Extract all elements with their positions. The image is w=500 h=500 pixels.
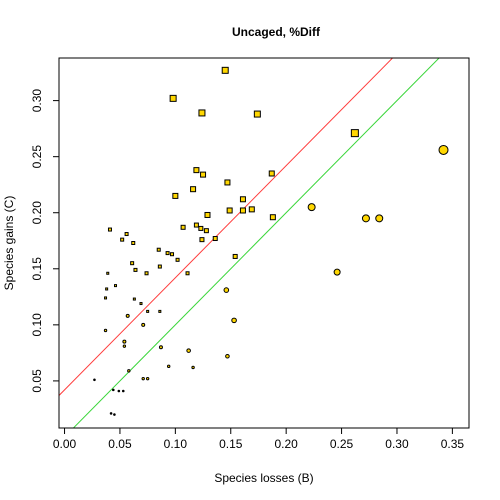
square-point bbox=[193, 222, 199, 228]
circle-point bbox=[225, 353, 230, 359]
square-point bbox=[226, 207, 233, 214]
square-point bbox=[130, 261, 135, 266]
square-point bbox=[190, 186, 197, 193]
reference-line-1 bbox=[59, 58, 394, 396]
y-axis-label: Species gains (C) bbox=[2, 196, 16, 291]
square-point bbox=[269, 214, 276, 221]
circle-point bbox=[158, 345, 163, 350]
square-point bbox=[105, 287, 109, 291]
circle-point bbox=[333, 268, 341, 276]
x-axis-label: Species losses (B) bbox=[214, 471, 313, 485]
square-point bbox=[156, 247, 161, 252]
square-point bbox=[146, 309, 150, 313]
circle-point bbox=[141, 376, 145, 381]
circle-point bbox=[93, 378, 96, 382]
square-point bbox=[239, 196, 246, 203]
square-point bbox=[198, 109, 206, 117]
y-tick-label: 0.20 bbox=[30, 201, 44, 225]
square-point bbox=[132, 297, 136, 301]
x-tick-label: 0.05 bbox=[108, 437, 132, 451]
square-point bbox=[120, 237, 125, 242]
circle-point bbox=[145, 376, 150, 381]
y-tick-label: 0.30 bbox=[30, 89, 44, 113]
y-tick-label: 0.10 bbox=[30, 313, 44, 337]
circle-point bbox=[127, 369, 131, 373]
chart-title: Uncaged, %Diff bbox=[232, 25, 321, 39]
circle-point bbox=[191, 365, 195, 370]
square-point bbox=[107, 227, 112, 232]
circle-point bbox=[103, 328, 108, 333]
x-tick-label: 0.20 bbox=[274, 437, 298, 451]
square-point bbox=[239, 207, 246, 214]
square-point bbox=[172, 192, 179, 199]
square-point bbox=[139, 302, 143, 306]
square-point bbox=[106, 271, 110, 275]
circle-point bbox=[167, 364, 171, 369]
square-point bbox=[114, 284, 118, 288]
y-tick-label: 0.15 bbox=[30, 257, 44, 281]
square-point bbox=[199, 237, 205, 243]
y-tick-label: 0.05 bbox=[30, 369, 44, 393]
square-point bbox=[198, 225, 204, 231]
square-point bbox=[175, 257, 180, 262]
x-tick-label: 0.00 bbox=[53, 437, 77, 451]
square-point bbox=[104, 296, 108, 300]
y-axis: 0.05 0.10 0.15 0.20 0.25 0.30 bbox=[30, 89, 60, 393]
x-axis: 0.00 0.05 0.10 0.15 0.20 0.25 0.30 0.35 bbox=[53, 427, 465, 451]
square-point bbox=[144, 271, 149, 276]
plot-frame bbox=[58, 57, 470, 429]
square-point bbox=[268, 170, 275, 177]
reference-lines bbox=[59, 58, 440, 428]
x-tick-label: 0.10 bbox=[164, 437, 188, 451]
square-point bbox=[232, 253, 238, 259]
square-point bbox=[248, 206, 255, 213]
circle-point bbox=[111, 388, 115, 392]
square-point bbox=[180, 224, 186, 230]
circle-point bbox=[113, 413, 116, 416]
square-point bbox=[157, 264, 162, 269]
x-tick-label: 0.25 bbox=[330, 437, 354, 451]
square-point bbox=[350, 129, 359, 138]
square-point bbox=[158, 309, 162, 313]
square-point bbox=[165, 251, 170, 256]
circle-point bbox=[375, 214, 384, 223]
circle-point bbox=[231, 317, 237, 324]
square-point bbox=[224, 179, 231, 186]
circle-point bbox=[122, 344, 127, 348]
square-point bbox=[124, 232, 129, 237]
square-point bbox=[169, 94, 177, 102]
square-point bbox=[253, 110, 261, 118]
square-point bbox=[204, 211, 211, 218]
square-point bbox=[203, 228, 209, 234]
square-point bbox=[221, 66, 229, 74]
circle-point bbox=[125, 313, 130, 318]
circle-point bbox=[223, 287, 230, 293]
circle-point bbox=[141, 322, 146, 327]
circle-point bbox=[438, 144, 449, 155]
square-point bbox=[131, 241, 136, 245]
square-point bbox=[185, 271, 190, 276]
data-points bbox=[93, 66, 449, 416]
circle-point bbox=[109, 412, 113, 415]
circle-point bbox=[117, 389, 121, 393]
x-tick-label: 0.35 bbox=[441, 437, 465, 451]
square-point bbox=[200, 171, 207, 178]
x-tick-label: 0.30 bbox=[385, 437, 409, 451]
circle-point bbox=[307, 203, 316, 212]
square-point bbox=[170, 252, 175, 257]
circle-point bbox=[186, 348, 191, 353]
reference-line-2 bbox=[72, 58, 440, 428]
square-point bbox=[133, 267, 138, 272]
x-tick-label: 0.15 bbox=[219, 437, 243, 451]
square-point bbox=[212, 236, 218, 242]
y-tick-label: 0.25 bbox=[30, 145, 44, 169]
circle-point bbox=[121, 389, 125, 393]
plot-area bbox=[58, 57, 470, 429]
circle-point bbox=[122, 339, 127, 344]
square-point bbox=[193, 167, 200, 174]
circle-point bbox=[361, 214, 370, 223]
